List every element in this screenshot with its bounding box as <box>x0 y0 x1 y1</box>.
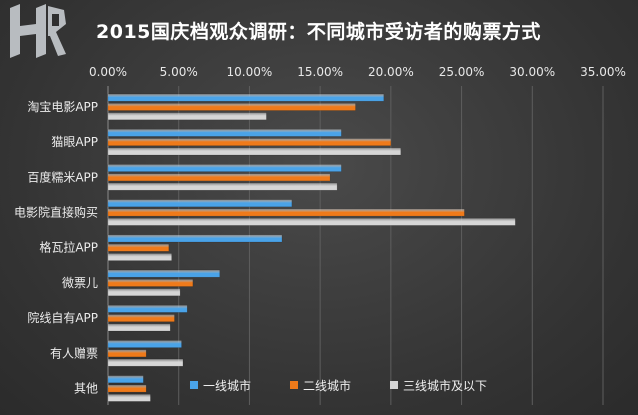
x-tick-label: 15.00% <box>297 65 343 79</box>
bar-三线城市及以下 <box>107 217 516 226</box>
category-label: 淘宝电影APP <box>27 100 98 114</box>
bar-二线城市 <box>107 103 356 111</box>
legend-swatch <box>190 381 198 389</box>
x-tick-label: 30.00% <box>509 65 555 79</box>
bar-二线城市 <box>107 279 194 287</box>
category-label: 有人赠票 <box>50 346 98 360</box>
bar-二线城市 <box>107 314 175 322</box>
category-label: 其他 <box>74 382 98 396</box>
bar-一线城市 <box>107 304 188 313</box>
x-tick-label: 25.00% <box>439 65 485 79</box>
legend-swatch <box>290 381 298 389</box>
bar-三线城市及以下 <box>107 358 184 367</box>
bar-二线城市 <box>107 384 147 393</box>
category-label: 微票儿 <box>62 276 98 290</box>
bar-三线城市及以下 <box>107 323 171 332</box>
legend-swatch <box>390 381 398 389</box>
bar-二线城市 <box>107 173 331 182</box>
legend-label: 一线城市 <box>203 378 251 393</box>
bar-二线城市 <box>107 243 170 252</box>
bar-三线城市及以下 <box>107 112 267 121</box>
bar-三线城市及以下 <box>107 253 172 261</box>
bar-三线城市及以下 <box>107 288 181 297</box>
x-tick-label: 20.00% <box>368 65 414 79</box>
bar-二线城市 <box>107 349 147 358</box>
bar-一线城市 <box>107 340 182 348</box>
bar-一线城市 <box>107 128 342 137</box>
x-tick-label: 35.00% <box>580 65 626 79</box>
bar-一线城市 <box>107 93 385 102</box>
bar-一线城市 <box>107 375 144 384</box>
category-label: 格瓦拉APP <box>39 240 98 255</box>
bar-一线城市 <box>107 199 293 208</box>
category-label: 猫眼APP <box>51 135 98 149</box>
chart-title: 2015国庆档观众调研：不同城市受访者的购票方式 <box>96 21 541 43</box>
bar-三线城市及以下 <box>107 393 151 402</box>
bar-三线城市及以下 <box>107 147 402 156</box>
x-tick-label: 0.00% <box>89 65 127 79</box>
bar-二线城市 <box>107 138 392 146</box>
legend-label: 三线城市及以下 <box>403 378 487 393</box>
bar-二线城市 <box>107 208 465 217</box>
legend-label: 二线城市 <box>303 378 351 393</box>
hr-logo-icon: HR <box>10 4 66 59</box>
x-tick-label: 5.00% <box>160 65 198 79</box>
category-label: 院线自有APP <box>27 311 98 325</box>
bar-三线城市及以下 <box>107 182 338 191</box>
bar-一线城市 <box>107 164 342 172</box>
category-label: 电影院直接购买 <box>14 205 98 220</box>
category-label: 百度糯米APP <box>27 169 98 184</box>
bar-一线城市 <box>107 234 283 243</box>
logo-text: HR <box>37 57 39 59</box>
x-tick-label: 10.00% <box>227 65 273 79</box>
bar-一线城市 <box>107 269 220 278</box>
